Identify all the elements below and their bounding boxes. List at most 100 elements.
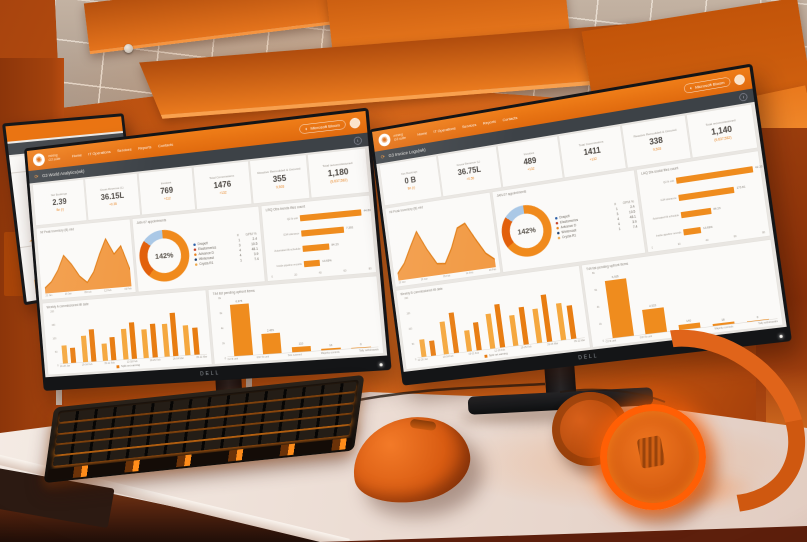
kpi-value: 36.15L	[100, 191, 125, 203]
bar	[494, 303, 506, 348]
legend-bullet	[555, 221, 559, 225]
bar	[120, 328, 129, 360]
kpi-value: 1,180	[327, 167, 349, 179]
nav-item[interactable]: Reports	[482, 118, 497, 126]
axis-label: 100	[408, 327, 413, 331]
bar	[149, 323, 158, 358]
power-led	[379, 363, 383, 367]
axis-label: 22 Jan	[398, 280, 406, 285]
brand-logo: DELL	[578, 353, 599, 362]
donut-legend: # GPM % Drapefi 1 2.4 Elastomerics 3 10.5 Adv…	[554, 200, 638, 241]
avatar[interactable]	[733, 73, 746, 86]
refresh-icon[interactable]: ⟳	[380, 153, 386, 161]
legend-bullet	[557, 236, 561, 240]
axis-label: 150	[406, 312, 411, 316]
ranked-bar-panel: T44 list pending upfront items 8k 6k 4k 2k 0…	[207, 275, 384, 365]
nav-item[interactable]: Contacts	[157, 141, 174, 149]
axis-label: 0	[651, 246, 654, 250]
bar	[80, 335, 88, 363]
app-logo-text: mining G3 suite	[393, 132, 407, 142]
avatar[interactable]	[349, 117, 361, 129]
axis-label: 200	[50, 310, 55, 314]
axis-label: 05 Feb	[84, 290, 92, 295]
legend-bullet	[193, 243, 196, 247]
bar	[161, 323, 170, 357]
bar	[128, 322, 138, 359]
axis-label: 29 Jan	[64, 292, 72, 296]
axis-label: 40	[705, 238, 709, 243]
kpi-value: 355	[272, 174, 287, 185]
bar	[485, 313, 496, 349]
legend-bullet	[194, 263, 198, 266]
kpi-value: 769	[159, 186, 174, 196]
axis-label: C2 lb unit	[605, 339, 617, 344]
ranked-bar-chart: 6,975 2,455 110 16 0	[222, 284, 379, 358]
axis-label: 0	[602, 339, 605, 343]
nav-item[interactable]: Reports	[137, 144, 152, 151]
bar	[61, 345, 69, 364]
kpi-value: 338	[648, 136, 664, 147]
kpi-card: Total recommissioned 1,180 (9,637,582)	[307, 147, 370, 199]
kpi-value: 0 B	[404, 175, 417, 186]
axis-label: 6k	[594, 288, 598, 293]
axis-label: G34 tolerance	[660, 196, 677, 203]
bar: 6,975	[229, 300, 253, 357]
kpi-card: Total Commissions 1411 +132	[558, 125, 627, 179]
bar	[169, 312, 179, 357]
bar: 273.81	[678, 186, 746, 202]
axis-label: G34 tolerance	[283, 232, 300, 237]
kpi-value: 36.75L	[457, 165, 482, 178]
legend-bullet	[194, 253, 197, 257]
axis-label: 50	[54, 350, 58, 354]
bar	[566, 305, 577, 340]
axis-label: 40	[318, 271, 322, 275]
kpi-card: Net Bookings 0 B Bn (r)	[379, 155, 442, 206]
kpi-value: 2.39	[52, 197, 67, 208]
nav-item[interactable]: IT Operations	[88, 149, 111, 157]
area-chart-panel: Nf Peak inventory (B) mid 22 Jan 29 Jan 05…	[384, 192, 501, 288]
info-icon[interactable]: i	[353, 136, 363, 145]
kpi-delta: 9,503	[652, 147, 662, 152]
kpi-card: Net Bookings 2.39 Bn (r)	[32, 178, 88, 226]
app-logo-text: mining G3 suite	[48, 153, 61, 163]
bar: 7,381	[300, 226, 353, 237]
bar: 6,935	[605, 275, 635, 339]
bar	[419, 339, 427, 358]
nav-item[interactable]: Home	[417, 130, 428, 137]
app-logo-icon[interactable]: ✺	[32, 152, 46, 167]
account-button[interactable]: ◐ Microsoft Bloom	[683, 76, 731, 94]
axis-label: 50	[411, 342, 415, 347]
right-monitor: ✺ mining G3 suite Home IT Operations Servic…	[368, 63, 792, 386]
nav-item[interactable]: Services	[116, 146, 132, 153]
user-icon: ◐	[689, 85, 693, 91]
kpi-card: Total recommissioned 1,140 (9,637,582)	[686, 103, 758, 159]
kpi-delta: +132	[589, 157, 598, 162]
legend-bullet	[556, 226, 560, 230]
bar	[88, 329, 97, 362]
nav-item[interactable]: Contacts	[502, 115, 518, 123]
bar	[109, 336, 117, 361]
account-button[interactable]: ◐ Microsoft Bloom	[299, 119, 346, 135]
kpi-delta: +0.35	[109, 202, 118, 207]
axis-label: 150	[51, 323, 56, 327]
refresh-icon[interactable]: ⟳	[34, 173, 39, 180]
axis-label: 0	[271, 275, 273, 279]
nav-item[interactable]: Home	[71, 152, 82, 159]
kpi-delta: +0.55	[466, 176, 475, 182]
app-logo-icon[interactable]: ✺	[377, 132, 392, 148]
bar	[555, 303, 567, 341]
axis-label: S4c covered	[287, 353, 302, 358]
hbar-labels: Q2 lb unit G34 tolerance Automated lift sc…	[266, 211, 303, 275]
nav-item[interactable]: Services	[461, 122, 477, 129]
donut-center-value: 142%	[154, 250, 174, 261]
axis-label: 6k	[219, 312, 223, 316]
axis-label: 80	[368, 267, 372, 271]
kpi-value: 1476	[213, 179, 232, 191]
info-icon[interactable]: i	[738, 92, 748, 102]
axis-label: Q2 lb unit	[663, 179, 675, 185]
donut-center-value: 142%	[516, 225, 537, 237]
nav-item[interactable]: IT Operations	[433, 125, 456, 134]
area-chart	[390, 201, 496, 281]
axis-label: GS7 lb unit	[256, 355, 270, 360]
